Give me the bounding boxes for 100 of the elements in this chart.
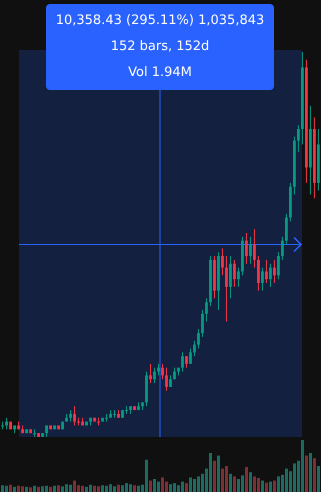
candlestick [5, 417, 8, 430]
bar [313, 458, 316, 492]
bar [41, 486, 44, 492]
bar [117, 484, 120, 492]
bar [245, 467, 248, 492]
bar [109, 484, 112, 492]
candlestick [229, 256, 232, 299]
candlestick [153, 367, 156, 384]
bar [37, 486, 40, 492]
bar [221, 468, 224, 492]
bar [73, 480, 76, 492]
bar [189, 477, 192, 492]
candlestick [205, 298, 208, 322]
candlestick [261, 267, 264, 292]
bar [25, 486, 28, 492]
bar [225, 466, 228, 492]
bar [269, 482, 272, 492]
candlestick [181, 352, 184, 372]
bar [193, 479, 196, 492]
candlestick [257, 256, 260, 292]
bar [149, 480, 152, 492]
candlestick [221, 248, 224, 276]
candlestick [269, 263, 272, 288]
bar [169, 484, 172, 492]
bar [45, 486, 48, 492]
candlestick [73, 406, 76, 426]
bar [217, 456, 220, 492]
bar [293, 463, 296, 492]
bar [285, 468, 288, 492]
bar [29, 487, 32, 492]
text: 10,358.43 (295.11%) 1,035,843 [56, 13, 264, 28]
bar [209, 453, 212, 492]
bar [61, 486, 64, 492]
bar [5, 486, 8, 492]
bar [85, 486, 88, 492]
bar [213, 460, 216, 492]
bar [165, 482, 168, 492]
bar [233, 476, 236, 492]
bar [17, 486, 20, 492]
candlestick [265, 259, 268, 284]
candlestick [113, 410, 116, 418]
bar [13, 486, 16, 492]
bar [181, 482, 184, 492]
bar [129, 484, 132, 492]
bar [161, 477, 164, 492]
candlestick [149, 363, 152, 384]
bar [317, 466, 320, 492]
bar [145, 460, 148, 492]
bar [89, 484, 92, 492]
candlestick [233, 259, 236, 288]
candlestick [297, 124, 300, 153]
bar [241, 475, 244, 492]
bar [69, 484, 72, 492]
candlestick [273, 259, 276, 284]
bar [81, 486, 84, 492]
bar [305, 456, 308, 492]
candlestick [197, 328, 200, 349]
bar [277, 476, 280, 492]
annotation: 152 bars, 152d [110, 39, 210, 54]
bar [301, 440, 304, 492]
bar [57, 485, 60, 492]
bar [185, 483, 188, 492]
bar [101, 485, 104, 492]
bar [113, 486, 116, 492]
bar [249, 472, 252, 492]
bar [137, 486, 140, 492]
bar [273, 480, 276, 492]
candlestick [193, 340, 196, 357]
candlestick [189, 348, 192, 364]
bar [125, 483, 128, 492]
candlestick [157, 363, 160, 376]
candlestick [285, 213, 288, 245]
candlestick [1, 421, 4, 430]
candlestick [185, 356, 188, 368]
bar [229, 474, 232, 492]
bar [9, 484, 12, 492]
bar [1, 485, 4, 492]
candlestick [253, 228, 256, 268]
bar [177, 485, 180, 492]
annotation: Vol 1.94M [128, 65, 192, 80]
bar [237, 479, 240, 492]
bar [265, 482, 268, 492]
candlestick [277, 252, 280, 280]
bar [21, 486, 24, 492]
bar [133, 485, 136, 492]
candlestick [125, 406, 128, 414]
bar [93, 486, 96, 492]
candlestick [249, 236, 252, 264]
bar [257, 478, 260, 492]
candlestick [69, 410, 72, 422]
bar [97, 486, 100, 492]
candlestick [245, 232, 248, 264]
bar [309, 453, 312, 492]
candlestick [173, 367, 176, 380]
candlestick [201, 309, 204, 338]
bar [173, 483, 176, 492]
bar [53, 486, 56, 492]
bar [253, 476, 256, 492]
bar [197, 476, 200, 492]
candlestick [161, 363, 164, 380]
